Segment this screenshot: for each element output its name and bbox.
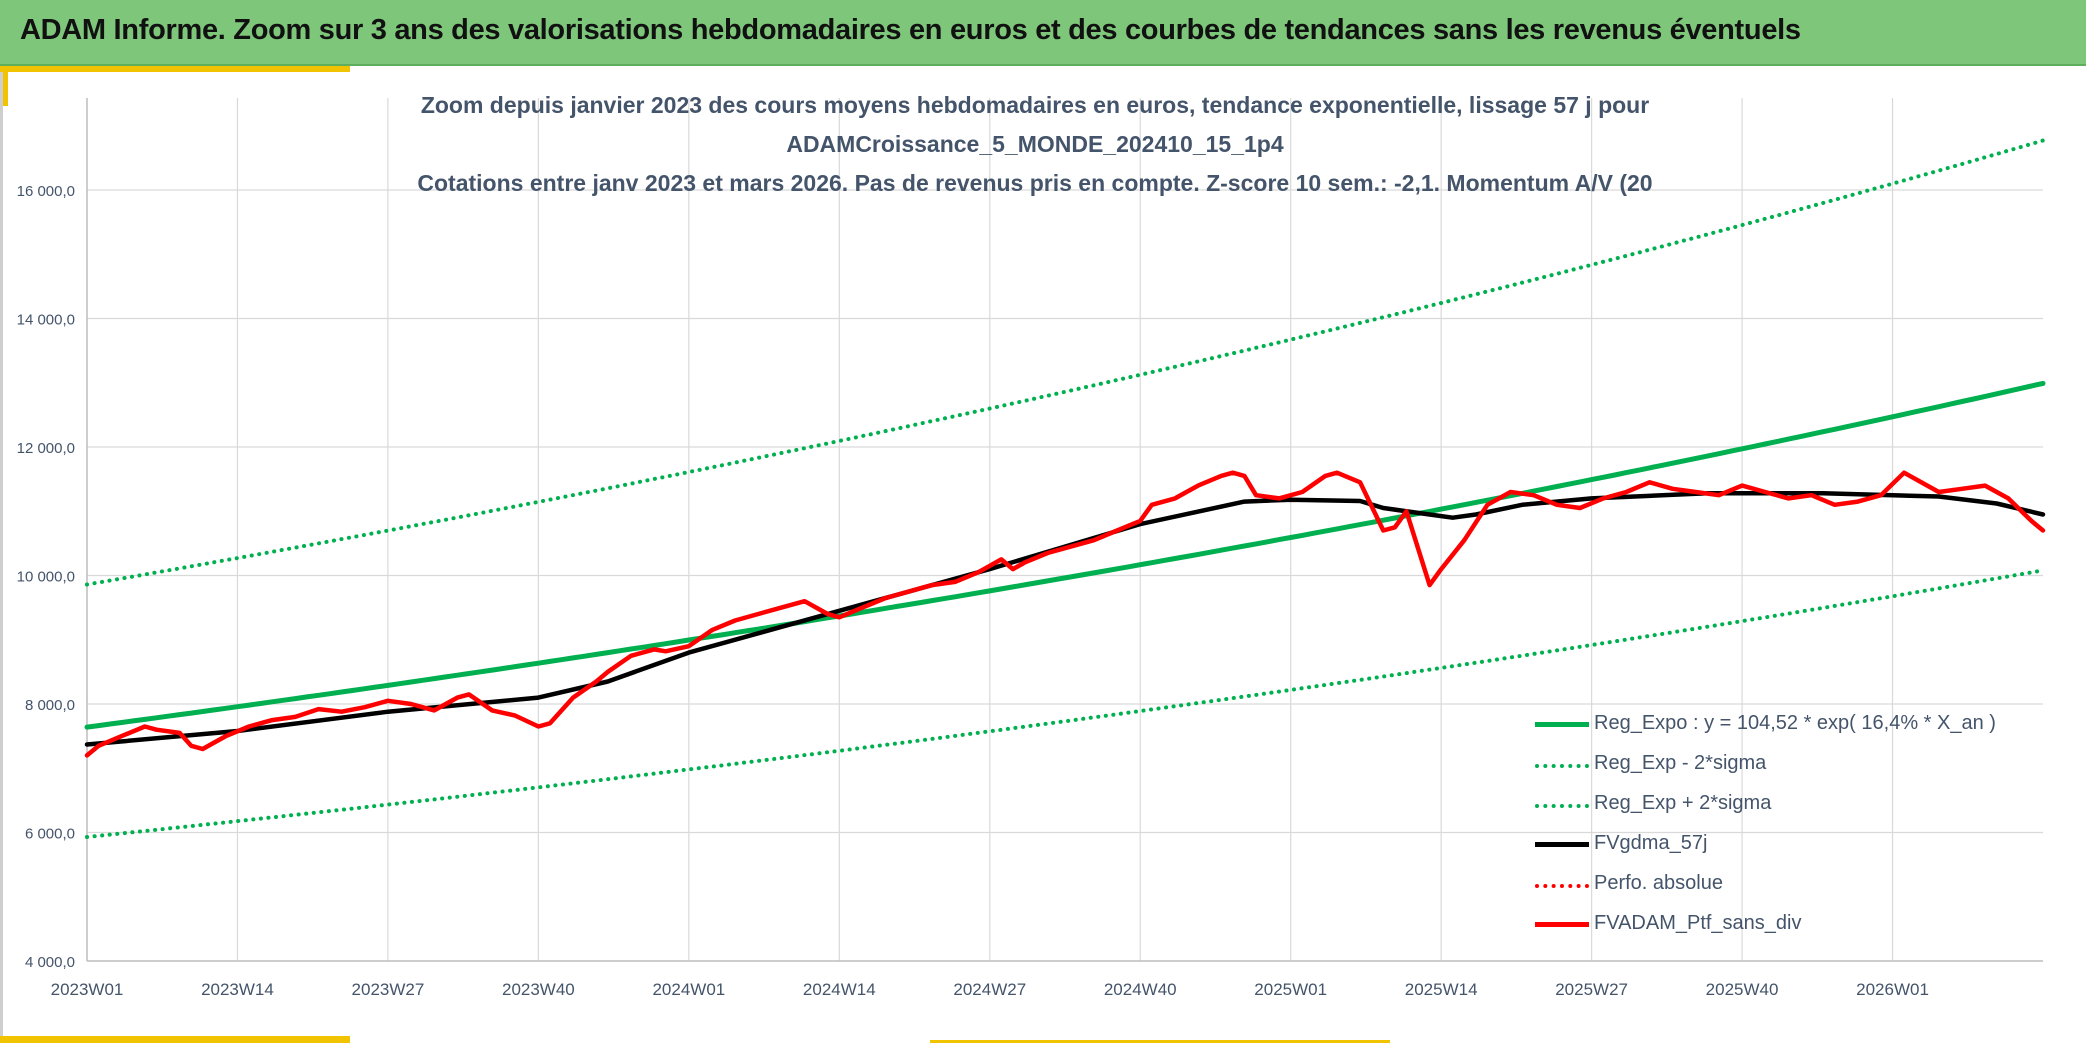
y-tick-label: 6 000,0 (25, 826, 75, 843)
accent-bar-bottom-center (930, 1040, 1390, 1043)
series-line-reg-exp-2-sigma (85, 568, 2045, 839)
y-tick-label: 8 000,0 (25, 697, 75, 714)
x-tick-label: 2026W01 (1856, 980, 1929, 999)
header-title: ADAM Informe. Zoom sur 3 ans des valoris… (20, 14, 1801, 46)
legend-label-reg-expo: Reg_Expo : y = 104,52 * exp( 16,4% * X_a… (1594, 712, 1996, 734)
x-tick-label: 2023W40 (502, 980, 575, 999)
accent-bar-top (0, 66, 350, 72)
legend-swatch-reg-exp-plus (1535, 804, 1589, 808)
frame-left-line (0, 72, 3, 1036)
x-tick-label: 2024W40 (1104, 980, 1177, 999)
y-tick-label: 10 000,0 (17, 569, 75, 586)
y-tick-label: 16 000,0 (17, 183, 75, 200)
series-layer (84, 138, 2046, 839)
legend-swatch-reg-expo (1535, 722, 1589, 727)
legend-label-perfo: Perfo. absolue (1594, 872, 1723, 894)
accent-bar-bottom (0, 1036, 350, 1043)
series-line-fvadam-ptf-sans-div (84, 470, 2046, 758)
x-tick-label: 2025W14 (1405, 980, 1478, 999)
x-tick-label: 2025W40 (1706, 980, 1779, 999)
legend-item-reg-exp-minus: Reg_Exp - 2*sigma (1535, 750, 2035, 780)
legend-label-reg-exp-plus: Reg_Exp + 2*sigma (1594, 792, 1772, 814)
x-tick-label: 2025W01 (1254, 980, 1327, 999)
chart-title-line-1: Zoom depuis janvier 2023 des cours moyen… (420, 92, 1650, 118)
legend-label-fvgdma: FVgdma_57j (1594, 832, 1708, 854)
legend-swatch-reg-exp-minus (1535, 764, 1589, 768)
x-tick-label: 2023W01 (51, 980, 124, 999)
legend-label-fvadam: FVADAM_Ptf_sans_div (1594, 912, 1802, 934)
series-line-reg-expo-y-104-52-exp-16-4-x-an (84, 380, 2046, 730)
x-tick-label: 2024W01 (652, 980, 725, 999)
y-tick-label: 14 000,0 (17, 312, 75, 329)
legend-swatch-perfo (1535, 884, 1589, 888)
legend-label-reg-exp-minus: Reg_Exp - 2*sigma (1594, 752, 1767, 774)
chart-title-line-2: ADAMCroissance_5_MONDE_202410_15_1p4 (786, 131, 1284, 157)
legend-item-fvgdma: FVgdma_57j (1535, 830, 2035, 860)
x-tick-label: 2024W14 (803, 980, 876, 999)
y-tick-label: 12 000,0 (17, 440, 75, 457)
y-tick-label: 4 000,0 (25, 954, 75, 971)
x-tick-label: 2024W27 (953, 980, 1026, 999)
legend-item-reg-exp-plus: Reg_Exp + 2*sigma (1535, 790, 2035, 820)
accent-bar-left (0, 66, 8, 106)
legend-item-perfo: Perfo. absolue (1535, 870, 2035, 900)
header-bar: ADAM Informe. Zoom sur 3 ans des valoris… (0, 0, 2086, 66)
chart-title-line-3: Cotations entre janv 2023 et mars 2026. … (417, 170, 1653, 196)
legend-item-fvadam: FVADAM_Ptf_sans_div (1535, 910, 2035, 940)
axis-layer: 4 000,0 6 000,0 8 000,0 10 000,0 12 000,0 14 … (17, 98, 2043, 999)
legend-swatch-fvgdma (1535, 842, 1589, 847)
x-tick-label: 2025W27 (1555, 980, 1628, 999)
series-line-reg-exp-2-sigma (85, 138, 2045, 587)
legend-item-reg-expo: Reg_Expo : y = 104,52 * exp( 16,4% * X_a… (1535, 710, 2035, 740)
x-tick-label: 2023W27 (352, 980, 425, 999)
legend-swatch-fvadam (1535, 922, 1589, 927)
x-tick-label: 2023W14 (201, 980, 274, 999)
